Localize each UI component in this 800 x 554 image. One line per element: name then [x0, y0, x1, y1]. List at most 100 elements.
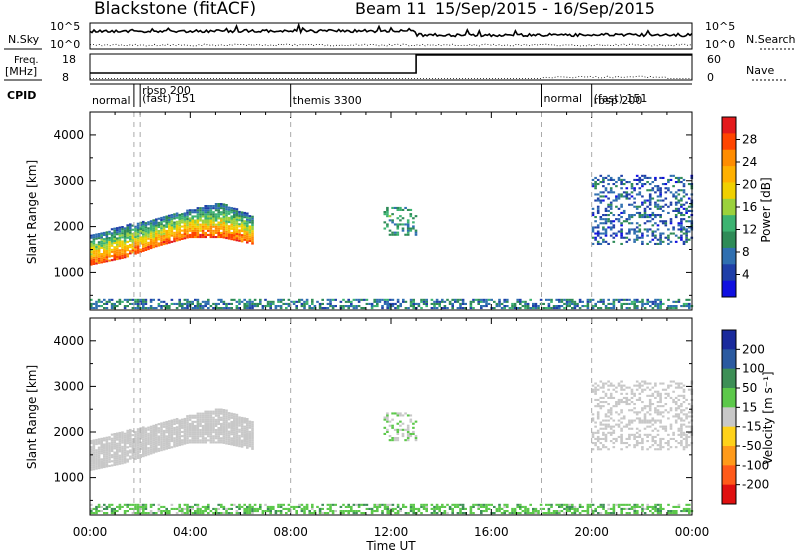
velocity-cell — [123, 449, 127, 452]
velocity-cell — [519, 503, 522, 506]
power-cell — [635, 236, 639, 239]
power-cell — [295, 305, 298, 308]
power-cell — [581, 300, 584, 303]
power-cell — [201, 300, 205, 303]
velocity-cell — [136, 444, 140, 447]
power-cell — [677, 224, 681, 227]
power-cell — [97, 298, 101, 301]
velocity-cell — [129, 445, 132, 448]
power-cell — [207, 223, 210, 226]
power-cell — [633, 305, 636, 308]
power-cell — [651, 232, 655, 235]
power-cell — [620, 222, 623, 225]
power-cell — [191, 219, 194, 222]
power-cell — [116, 251, 119, 254]
power-cell — [194, 236, 197, 239]
velocity-cell — [648, 425, 652, 428]
velocity-cell — [409, 435, 413, 438]
velocity-cell — [222, 417, 226, 420]
power-cell — [656, 302, 660, 305]
velocity-cell — [134, 437, 137, 440]
power-cell — [168, 231, 171, 234]
power-cell — [526, 307, 530, 310]
power-cell — [682, 214, 686, 217]
velocity-cell — [498, 507, 501, 510]
power-cell — [654, 298, 657, 301]
power-cell — [596, 209, 600, 212]
velocity-cell — [607, 431, 610, 434]
power-cell — [456, 300, 460, 303]
power-cell — [113, 254, 116, 257]
power-cell — [680, 197, 683, 200]
power-cell — [586, 307, 590, 310]
power-cell — [573, 305, 577, 308]
velocity-cell — [646, 505, 649, 508]
velocity-cell — [134, 505, 137, 508]
velocity-cell — [604, 446, 608, 449]
velocity-cell — [591, 384, 595, 387]
power-cell — [604, 305, 608, 308]
velocity-cell — [654, 505, 657, 508]
velocity-cell — [144, 439, 148, 442]
cpid-mode-label: rbsp 200 — [142, 84, 191, 97]
velocity-cell — [131, 444, 135, 447]
velocity-cell — [612, 388, 616, 391]
velocity-cell — [191, 416, 194, 419]
velocity-cell — [147, 451, 150, 454]
power-cell — [240, 211, 244, 214]
velocity-cell — [170, 435, 174, 438]
power-cell — [240, 217, 244, 220]
velocity-cell — [97, 452, 101, 455]
velocity-cell — [123, 447, 127, 450]
power-cell — [656, 207, 660, 210]
power-cell — [139, 226, 142, 229]
power-cell — [654, 203, 657, 206]
power-cell — [162, 218, 166, 221]
power-cell — [183, 224, 187, 227]
velocity-cell — [438, 507, 441, 510]
power-cell — [188, 300, 192, 303]
velocity-cell — [414, 439, 418, 442]
power-cell — [303, 302, 306, 305]
power-cell — [414, 233, 418, 236]
power-cell — [654, 191, 657, 194]
power-cell — [222, 217, 226, 220]
power-cell — [365, 298, 369, 301]
velocity-cell — [685, 442, 688, 445]
velocity-cell — [225, 421, 228, 424]
velocity-cell — [129, 433, 132, 436]
velocity-cell — [490, 503, 493, 506]
power-cell — [438, 305, 441, 308]
velocity-cell — [131, 454, 135, 457]
velocity-cell — [147, 426, 150, 429]
velocity-cell — [269, 512, 272, 515]
velocity-cell — [521, 510, 525, 513]
power-cell — [311, 300, 314, 303]
power-cell — [149, 236, 153, 239]
velocity-cell — [253, 510, 257, 513]
power-cell — [389, 298, 392, 301]
power-cell — [680, 176, 683, 179]
vel-cbar-swatch — [722, 388, 736, 408]
power-cell — [233, 298, 236, 301]
velocity-cell — [682, 384, 686, 387]
power-cell — [508, 307, 512, 310]
velocity-cell — [355, 503, 358, 506]
power-cell — [654, 242, 657, 245]
power-cell — [168, 235, 171, 238]
power-cell — [144, 236, 148, 239]
power-cell — [134, 250, 137, 253]
velocity-cell — [609, 382, 613, 385]
power-cell — [386, 213, 389, 216]
velocity-cell — [129, 430, 132, 433]
velocity-cell — [116, 448, 119, 451]
velocity-cell — [238, 436, 241, 439]
power-cell — [209, 213, 213, 216]
velocity-cell — [612, 425, 616, 428]
power-cell — [134, 231, 137, 234]
velocity-cell — [160, 424, 163, 427]
velocity-cell — [105, 512, 109, 515]
power-cell — [638, 214, 642, 217]
velocity-cell — [168, 432, 171, 435]
power-cell — [342, 307, 345, 310]
